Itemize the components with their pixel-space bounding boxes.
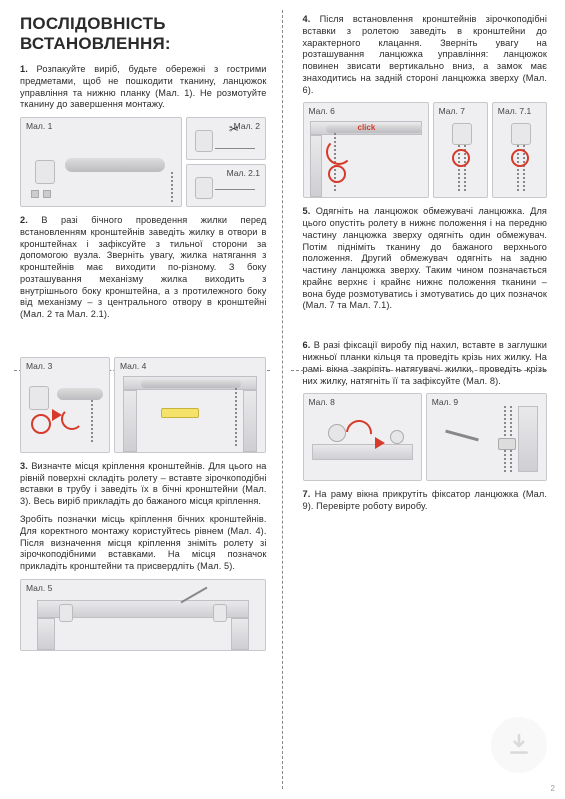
figure-9-label: Мал. 9	[432, 397, 458, 407]
figure-row-5: Мал. 8 Мал. 9	[303, 393, 548, 481]
curve-arrow-icon	[326, 139, 352, 165]
figure-1-label: Мал. 1	[26, 121, 52, 131]
figure-7: Мал. 7	[433, 102, 488, 198]
step-2-text: 2. В разі бічного проведення жилки перед…	[20, 215, 267, 321]
figure-7-1-label: Мал. 7.1	[498, 106, 531, 116]
figure-4-label: Мал. 4	[120, 361, 146, 371]
right-column: 4. Після встановлення кронштейнів зірочк…	[283, 0, 565, 799]
figure-1: Мал. 1	[20, 117, 182, 207]
tube-icon	[57, 388, 103, 400]
step-2-number: 2.	[20, 215, 28, 225]
thread-icon	[215, 189, 255, 190]
figure-8: Мал. 8	[303, 393, 422, 481]
figure-row-4: Мал. 6 click Мал. 7 Мал. 7.1	[303, 102, 548, 198]
figure-2-label: Мал. 2	[234, 121, 260, 131]
frame-right-icon	[518, 406, 538, 472]
chain-clip-icon	[498, 438, 516, 450]
spacer	[20, 327, 267, 351]
step-3b-text: Зробіть позначки місць кріплення бічних …	[20, 514, 267, 573]
step-7-number: 7.	[303, 489, 311, 499]
figure-6: Мал. 6 click	[303, 102, 429, 198]
figure-row-3: Мал. 5	[20, 579, 267, 651]
tensioner-icon	[328, 424, 346, 442]
page-number: 2	[551, 784, 555, 793]
thread-icon	[215, 148, 255, 149]
step-1-text: 1. Розпакуйте виріб, будьте обережні з г…	[20, 64, 267, 111]
figure-2-1: Мал. 2.1	[186, 164, 266, 207]
spacer	[303, 318, 548, 340]
frame-left-icon	[37, 618, 55, 650]
step-4-number: 4.	[303, 14, 311, 24]
step-4-body: Після встановлення кронштейнів зірочкопо…	[303, 14, 548, 95]
figure-8-label: Мал. 8	[309, 397, 335, 407]
frame-right-icon	[243, 390, 257, 452]
part-icon	[31, 190, 39, 198]
frame-left-icon	[123, 390, 137, 452]
tensioner-icon	[390, 430, 404, 444]
bracket-icon	[195, 177, 213, 199]
figure-row-2: Мал. 3 Мал. 4	[20, 357, 267, 453]
bracket-icon	[213, 604, 227, 622]
part-icon	[43, 190, 51, 198]
figure-2-stack: Мал. 2 ✂ Мал. 2.1	[186, 117, 266, 207]
chain-icon	[235, 388, 237, 446]
figure-7-1: Мал. 7.1	[492, 102, 547, 198]
frame-left-icon	[310, 135, 322, 197]
frame-bottom-icon	[312, 444, 413, 460]
figure-6-label: Мал. 6	[309, 106, 335, 116]
chain-icon	[91, 400, 93, 444]
bracket-icon	[511, 123, 531, 145]
step-6-body: В разі фіксації виробу під нахил, вставт…	[303, 340, 548, 385]
bracket-icon	[29, 386, 49, 410]
step-3a-text: 3. Визначте місця кріплення кронштейнів.…	[20, 461, 267, 508]
highlight-circle-icon	[31, 414, 51, 434]
bracket-icon	[452, 123, 472, 145]
figure-5-label: Мал. 5	[26, 583, 52, 593]
highlight-circle-icon	[452, 149, 470, 167]
bracket-icon	[195, 130, 213, 152]
step-3-number: 3.	[20, 461, 28, 471]
highlight-circle-icon	[511, 149, 529, 167]
curve-arrow-icon	[61, 408, 83, 430]
figure-3: Мал. 3	[20, 357, 110, 453]
step-7-text: 7. На раму вікна прикрутіть фіксатор лан…	[303, 489, 548, 513]
frame-right-icon	[231, 618, 249, 650]
screwdriver-icon	[445, 430, 479, 442]
step-3a-body: Визначте місця кріплення кронштейнів. Дл…	[20, 461, 267, 506]
page-title: ПОСЛІДОВНІСТЬ ВСТАНОВЛЕННЯ:	[20, 14, 267, 54]
left-column: ПОСЛІДОВНІСТЬ ВСТАНОВЛЕННЯ: 1. Розпакуйт…	[0, 0, 283, 799]
step-1-body: Розпакуйте виріб, будьте обережні з гост…	[20, 64, 267, 109]
figure-7-label: Мал. 7	[439, 106, 465, 116]
arrow-icon	[375, 437, 385, 449]
step-7-body: На раму вікна прикрутіть фіксатор ланцюж…	[303, 489, 548, 511]
tube-icon	[65, 158, 165, 172]
figure-3-label: Мал. 3	[26, 361, 52, 371]
page: ПОСЛІДОВНІСТЬ ВСТАНОВЛЕННЯ: 1. Розпакуйт…	[0, 0, 565, 799]
figure-2: Мал. 2 ✂	[186, 117, 266, 160]
step-5-text: 5. Одягніть на ланцюжок обмежувачі ланцю…	[303, 206, 548, 312]
step-1-number: 1.	[20, 64, 28, 74]
highlight-circle-icon	[328, 165, 346, 183]
bracket-icon	[35, 160, 55, 184]
download-icon	[506, 732, 532, 758]
step-6-number: 6.	[303, 340, 311, 350]
watermark-icon	[491, 717, 547, 773]
figure-9: Мал. 9	[426, 393, 547, 481]
figure-4: Мал. 4	[114, 357, 266, 453]
step-6-text: 6. В разі фіксації виробу під нахил, вст…	[303, 340, 548, 387]
figure-2-1-label: Мал. 2.1	[227, 168, 260, 178]
tube-icon	[141, 380, 241, 388]
chain-icon	[171, 172, 173, 202]
step-5-body: Одягніть на ланцюжок обмежувачі ланцюжка…	[303, 206, 548, 310]
figure-row-1: Мал. 1 Мал. 2 ✂ Мал. 2.1	[20, 117, 267, 207]
horizontal-divider-right	[291, 370, 547, 371]
bracket-icon	[59, 604, 73, 622]
click-label: click	[358, 123, 376, 132]
level-icon	[161, 408, 199, 418]
step-2-body: В разі бічного проведення жилки перед вс…	[20, 215, 267, 319]
step-4-text: 4. Після встановлення кронштейнів зірочк…	[303, 14, 548, 96]
figure-5: Мал. 5	[20, 579, 266, 651]
step-5-number: 5.	[303, 206, 311, 216]
